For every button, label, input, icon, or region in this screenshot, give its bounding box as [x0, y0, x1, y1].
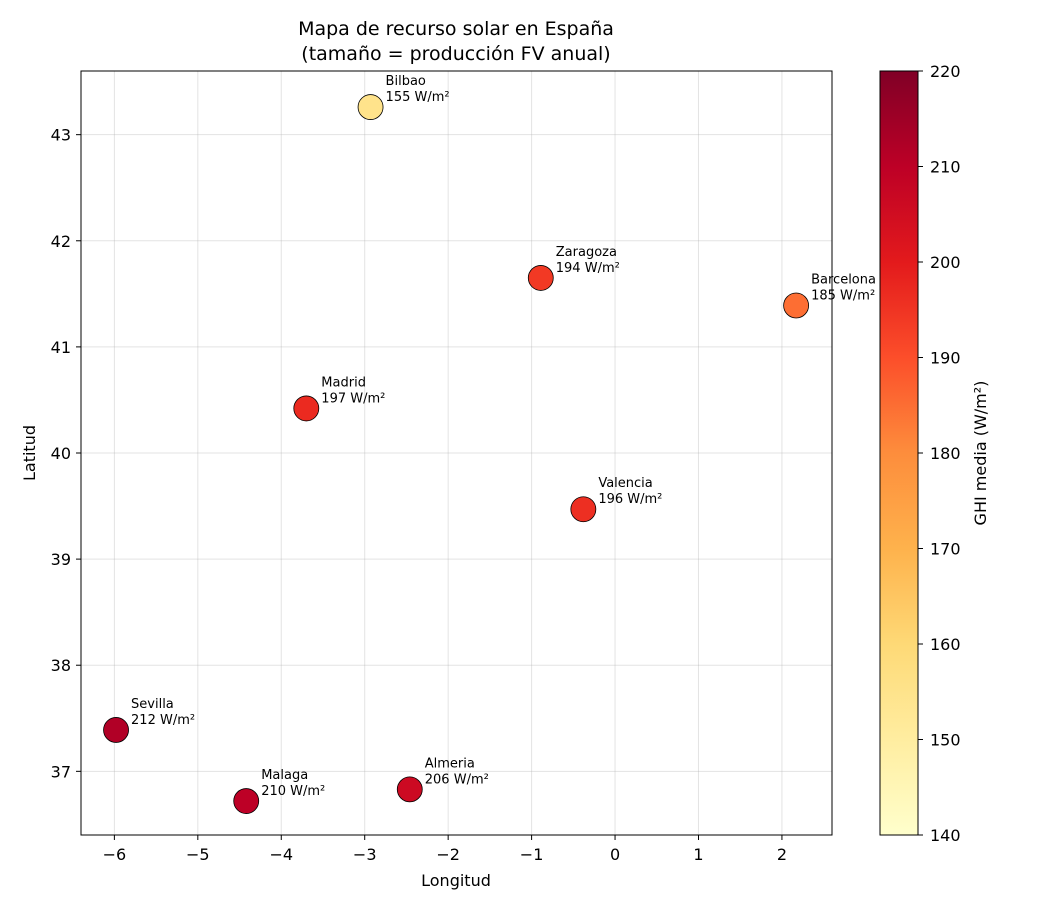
point-value-barcelona: 185 W/m² [811, 289, 875, 304]
point-label-almeria: Almeria [425, 756, 475, 771]
y-tick-label: 42 [51, 232, 71, 251]
x-tick-label: −1 [520, 845, 544, 864]
y-tick-label: 38 [51, 656, 71, 675]
colorbar-tick-label: 160 [930, 635, 961, 654]
point-bilbao [357, 94, 384, 120]
point-value-zaragoza: 194 W/m² [556, 261, 620, 276]
point-madrid [293, 395, 320, 422]
x-tick-label: 0 [610, 845, 620, 864]
colorbar-label: GHI media (W/m²) [971, 381, 990, 526]
point-barcelona [783, 292, 810, 319]
colorbar-tick-label: 170 [930, 540, 961, 559]
point-label-bilbao: Bilbao [386, 74, 426, 89]
colorbar [879, 70, 919, 836]
colorbar-tick-label: 150 [930, 731, 961, 750]
y-axis-ticks: 37 38 39 40 41 42 43 [51, 126, 81, 781]
point-value-sevilla: 212 W/m² [131, 713, 195, 728]
point-malaga [233, 788, 260, 814]
y-tick-label: 37 [51, 762, 71, 781]
x-tick-label: −5 [186, 845, 210, 864]
point-value-valencia: 196 W/m² [598, 492, 662, 507]
chart-subtitle: (tamaño = producción FV anual) [301, 43, 610, 65]
point-label-valencia: Valencia [598, 476, 652, 491]
colorbar-tick-label: 190 [930, 349, 961, 368]
colorbar-tick-label: 200 [930, 253, 961, 272]
y-tick-label: 43 [51, 126, 71, 145]
point-value-malaga: 210 W/m² [261, 784, 325, 799]
point-valencia [570, 496, 597, 523]
x-tick-label: 1 [693, 845, 703, 864]
grid-lines [81, 71, 832, 835]
x-axis-ticks: −6 −5 −4 −3 −2 −1 0 1 2 [103, 835, 787, 864]
y-tick-label: 40 [51, 444, 71, 463]
point-value-bilbao: 155 W/m² [386, 90, 450, 105]
x-tick-label: 2 [777, 845, 787, 864]
point-label-sevilla: Sevilla [131, 697, 174, 712]
y-axis-label: Latitud [20, 425, 39, 481]
chart-title: Mapa de recurso solar en España [298, 18, 614, 40]
x-tick-label: −6 [103, 845, 127, 864]
colorbar-tick-label: 140 [930, 826, 961, 845]
scatter-points [103, 94, 810, 814]
point-almeria [396, 776, 423, 803]
point-sevilla [103, 717, 129, 743]
x-tick-label: −4 [269, 845, 293, 864]
colorbar-tick-label: 180 [930, 444, 961, 463]
colorbar-tick-label: 220 [930, 62, 961, 81]
x-tick-label: −3 [353, 845, 377, 864]
colorbar-tick-label: 210 [930, 158, 961, 177]
colorbar-ticks: 140 150 160 170 180 190 200 210 220 [918, 62, 961, 845]
point-label-madrid: Madrid [321, 375, 366, 390]
point-value-madrid: 197 W/m² [321, 391, 385, 406]
point-label-malaga: Malaga [261, 768, 308, 783]
y-tick-label: 41 [51, 338, 71, 357]
x-tick-label: −2 [436, 845, 460, 864]
point-label-barcelona: Barcelona [811, 273, 876, 288]
point-zaragoza [527, 265, 554, 291]
x-axis-label: Longitud [421, 871, 491, 890]
point-value-almeria: 206 W/m² [425, 772, 489, 787]
y-tick-label: 39 [51, 550, 71, 569]
point-label-zaragoza: Zaragoza [556, 245, 617, 260]
